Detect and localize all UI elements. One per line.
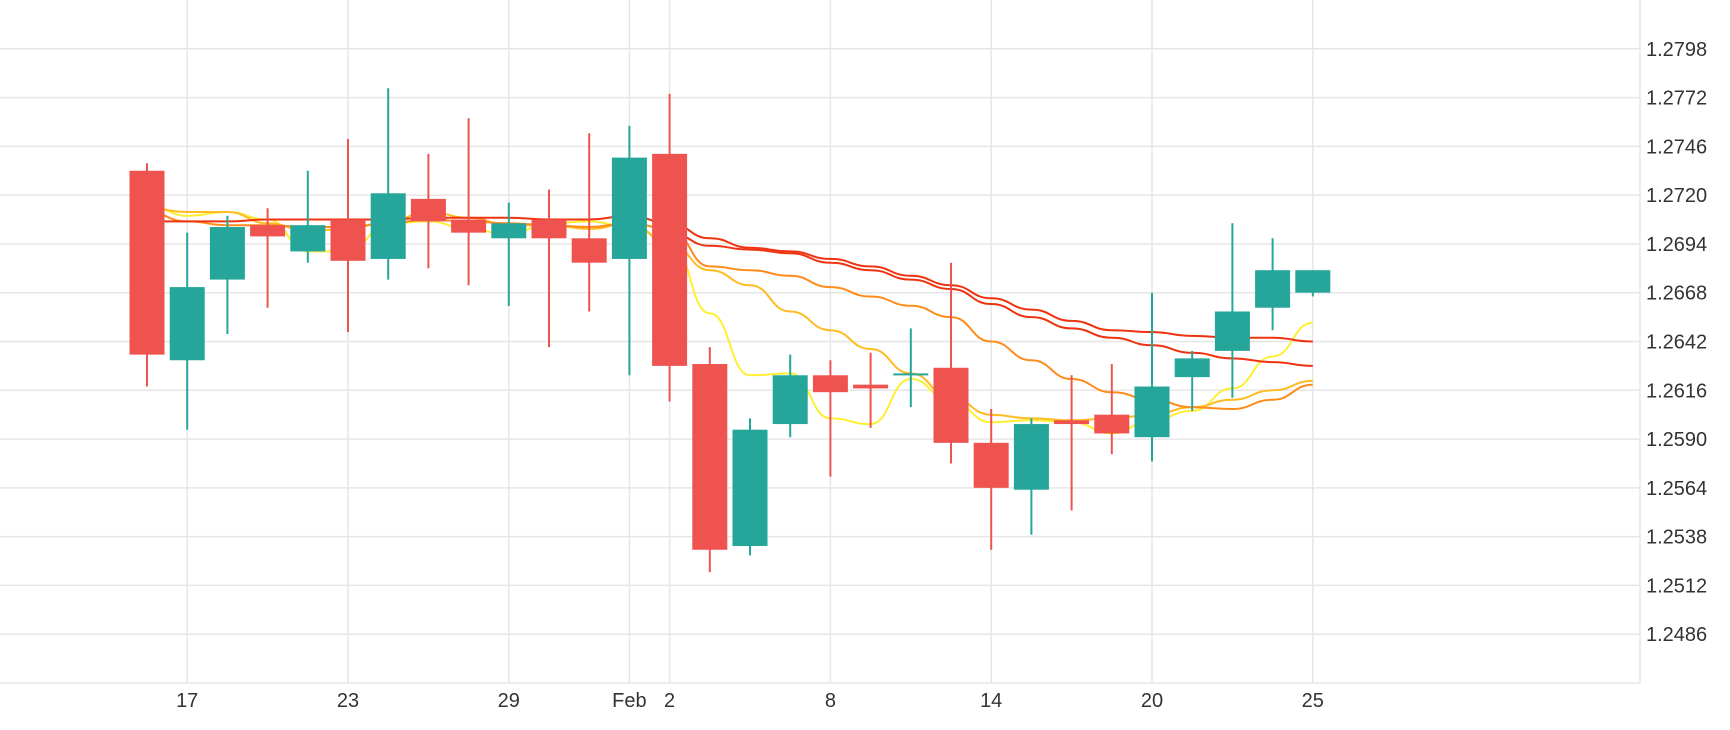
grid [0,0,1641,684]
candle-down [1094,364,1130,455]
y-tick-label: 1.2486 [1646,624,1707,646]
candle-body [410,198,446,222]
x-tick-label: 20 [1141,690,1163,712]
candle-body [451,219,487,233]
candle-body [491,223,527,239]
candle-body [732,429,768,547]
candle-down [129,163,165,387]
candle-up [893,328,929,408]
candle-body [692,364,728,550]
candle-body [1134,386,1170,438]
candle-up [370,88,406,280]
x-tick-label: 8 [825,690,836,712]
y-tick-label: 1.2694 [1646,234,1707,256]
candle-body [290,225,326,252]
x-tick-label: 2 [664,690,675,712]
candle-body [893,373,929,376]
candle-down [330,138,366,333]
candle-down [973,409,1009,550]
candle-body [1174,358,1210,378]
y-tick-label: 1.2720 [1646,185,1707,207]
candle-down [652,93,688,402]
x-tick-label: 14 [980,690,1002,712]
candle-down [933,262,969,464]
candle-up [1295,270,1331,297]
candle-up [1013,418,1049,535]
candle-body [209,227,245,280]
x-tick-label: Feb [612,690,646,712]
candle-up [169,232,205,430]
x-tick-label: 23 [337,690,359,712]
candle-body [169,287,205,361]
candle-up [772,354,808,438]
moving-average-line [669,231,1313,367]
candles [129,88,1331,573]
candle-down [410,153,446,269]
candle-down [571,133,607,312]
candle-down [1054,375,1090,511]
candle-body [571,238,607,263]
candle-body [129,170,165,355]
x-tick-label: 17 [176,690,198,712]
candle-up [611,125,647,376]
candle-body [1054,420,1090,425]
candle-body [812,375,848,393]
candle-body [250,225,286,237]
y-tick-label: 1.2538 [1646,527,1707,549]
candle-up [1214,223,1250,398]
candle-body [1255,270,1291,308]
candle-down [853,352,889,428]
candle-body [330,219,366,261]
y-tick-label: 1.2590 [1646,429,1707,451]
axes: 1.2798 1.2772 1.2746 1.2720 1.2694 1.2668 1.26… [176,39,1707,712]
y-tick-label: 1.2616 [1646,380,1707,402]
candle-down [531,189,567,348]
candle-up [1134,292,1170,462]
candle-up [1255,238,1291,331]
moving-average-line [146,214,1313,343]
y-tick-label: 1.2668 [1646,283,1707,305]
candle-up [1174,350,1210,411]
candle-body [1214,311,1250,351]
x-tick-label: 25 [1302,690,1324,712]
candle-body [973,442,1009,488]
y-tick-label: 1.2512 [1646,575,1707,597]
candle-body [652,153,688,366]
candle-body [531,219,567,239]
candle-down [451,118,487,286]
candle-body [611,157,647,259]
candle-body [1295,270,1331,293]
candle-up [290,170,326,263]
candle-up [732,418,768,556]
y-tick-label: 1.2642 [1646,332,1707,354]
y-tick-label: 1.2772 [1646,88,1707,110]
candle-body [933,367,969,443]
candle-body [1013,424,1049,490]
candle-body [853,384,889,389]
candle-down [692,347,728,573]
candle-up [491,202,527,306]
candle-down [812,360,848,477]
y-tick-label: 1.2564 [1646,478,1707,500]
candle-body [370,193,406,259]
candle-body [1094,414,1130,434]
candle-body [772,375,808,425]
y-tick-label: 1.2798 [1646,39,1707,61]
x-tick-label: 29 [498,690,520,712]
y-tick-label: 1.2746 [1646,136,1707,158]
candle-down [250,208,286,308]
candle-up [209,215,245,334]
